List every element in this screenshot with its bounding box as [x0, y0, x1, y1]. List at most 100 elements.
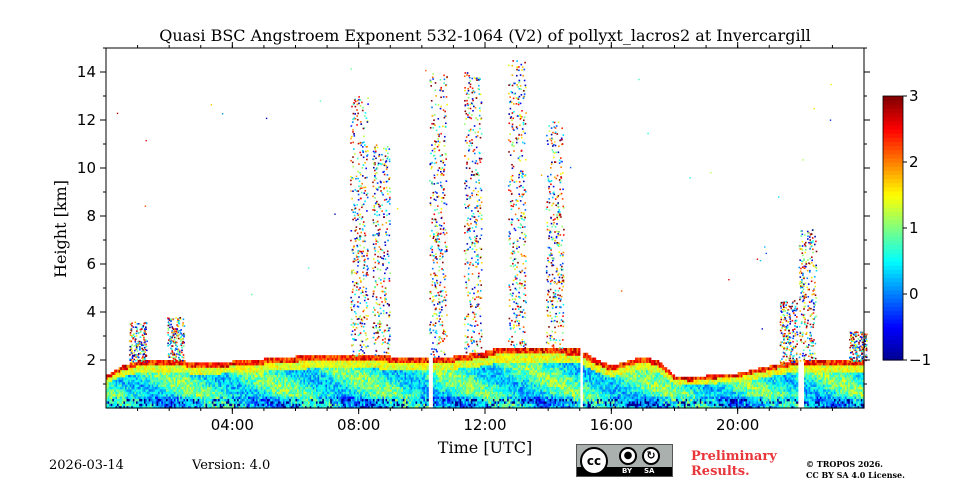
heatmap-cell — [481, 374, 484, 378]
heatmap-cell — [281, 379, 284, 383]
heatmap-cell — [473, 360, 477, 363]
heatmap-cell — [328, 379, 331, 383]
heatmap-cell — [322, 400, 325, 404]
heatmap-cell — [309, 364, 312, 368]
heatmap-cell — [281, 364, 284, 368]
heatmap-cell — [358, 379, 361, 383]
heatmap-cell — [254, 386, 257, 390]
heatmap-cell — [319, 376, 322, 380]
heatmap-cell — [399, 372, 402, 375]
heatmap-cell — [226, 403, 229, 407]
heatmap-cell — [365, 381, 368, 385]
heatmap-cell — [267, 400, 270, 404]
heatmap-cell — [203, 384, 207, 387]
heatmap-cell — [473, 352, 477, 356]
heatmap-cell — [150, 405, 153, 409]
heatmap-cell — [342, 362, 346, 366]
heatmap-cell — [156, 381, 159, 385]
heatmap-cell — [382, 398, 385, 402]
heatmap-cell — [289, 360, 292, 363]
heatmap-cell — [235, 364, 238, 368]
heatmap-cell — [251, 381, 254, 385]
heatmap-cell — [466, 357, 469, 361]
heatmap-cell — [246, 384, 249, 387]
heatmap-cell — [450, 398, 453, 402]
heatmap-cell — [270, 369, 273, 373]
heatmap-cell — [218, 367, 221, 371]
heatmap-cell — [147, 374, 150, 378]
heatmap-cell — [377, 388, 380, 392]
heatmap-cell — [415, 405, 418, 409]
heatmap-cell — [240, 396, 243, 399]
heatmap-cell — [115, 386, 118, 390]
heatmap-cell — [118, 372, 121, 375]
heatmap-cell — [303, 396, 306, 399]
heatmap-cell — [262, 393, 265, 397]
heatmap-cell — [123, 376, 126, 380]
heatmap-cell — [205, 364, 208, 368]
heatmap-cell — [388, 376, 391, 380]
heatmap-cell — [486, 393, 489, 397]
heatmap-cell — [167, 362, 170, 366]
heatmap-cell — [178, 374, 181, 378]
heatmap-cell — [270, 403, 273, 407]
heatmap-cell — [462, 360, 466, 363]
heatmap-cell — [197, 400, 200, 404]
heatmap-cell — [210, 393, 213, 397]
heatmap-cell — [361, 355, 364, 359]
heatmap-cell — [210, 405, 213, 409]
heatmap-cell — [396, 357, 399, 361]
heatmap-cell — [300, 388, 303, 392]
heatmap-cell — [469, 355, 472, 359]
heatmap-cell — [139, 403, 142, 407]
heatmap-cell — [222, 386, 226, 390]
heatmap-cell — [346, 391, 349, 395]
heatmap-cell — [112, 384, 115, 387]
heatmap-cell — [461, 403, 464, 407]
heatmap-cell — [328, 376, 331, 380]
heatmap-cell — [415, 398, 418, 402]
heatmap-cell — [196, 367, 199, 371]
heatmap-cell — [469, 367, 472, 371]
heatmap-cell — [117, 379, 120, 383]
heatmap-cell — [136, 396, 139, 399]
heatmap-cell — [156, 367, 159, 371]
heatmap-cell — [221, 386, 224, 390]
heatmap-cell — [128, 391, 131, 395]
heatmap-cell — [347, 405, 350, 409]
heatmap-cell — [207, 393, 210, 397]
heatmap-cell — [415, 372, 418, 375]
heatmap-cell — [349, 376, 352, 380]
heatmap-cell — [380, 379, 383, 383]
heatmap-cell — [469, 374, 472, 378]
heatmap-cell — [167, 369, 170, 373]
heatmap-cell — [126, 376, 129, 380]
heatmap-cell — [241, 386, 244, 390]
heatmap-cell — [379, 384, 382, 387]
heatmap-cell — [387, 369, 390, 373]
heatmap-cell — [341, 391, 344, 395]
heatmap-cell — [120, 369, 123, 373]
heatmap-cell — [347, 357, 350, 361]
heatmap-cell — [361, 362, 364, 366]
heatmap-cell — [489, 400, 492, 404]
heatmap-cell — [301, 386, 304, 390]
heatmap-cell — [202, 362, 205, 366]
heatmap-cell — [153, 367, 156, 371]
heatmap-cell — [417, 386, 420, 390]
heatmap-cell — [402, 386, 406, 390]
heatmap-cell — [148, 364, 151, 368]
heatmap-cell — [466, 360, 469, 363]
heatmap-cell — [275, 372, 278, 375]
heatmap-cell — [281, 403, 284, 407]
heatmap-cell — [374, 386, 377, 390]
heatmap-cell — [169, 372, 172, 375]
heatmap-cell — [213, 379, 216, 383]
heatmap-cell — [322, 393, 325, 397]
heatmap-cell — [462, 381, 466, 385]
heatmap-cell — [164, 384, 167, 387]
heatmap-cell — [290, 398, 293, 402]
heatmap-cell — [233, 384, 237, 387]
heatmap-cell — [110, 400, 113, 404]
heatmap-cell — [461, 386, 464, 390]
